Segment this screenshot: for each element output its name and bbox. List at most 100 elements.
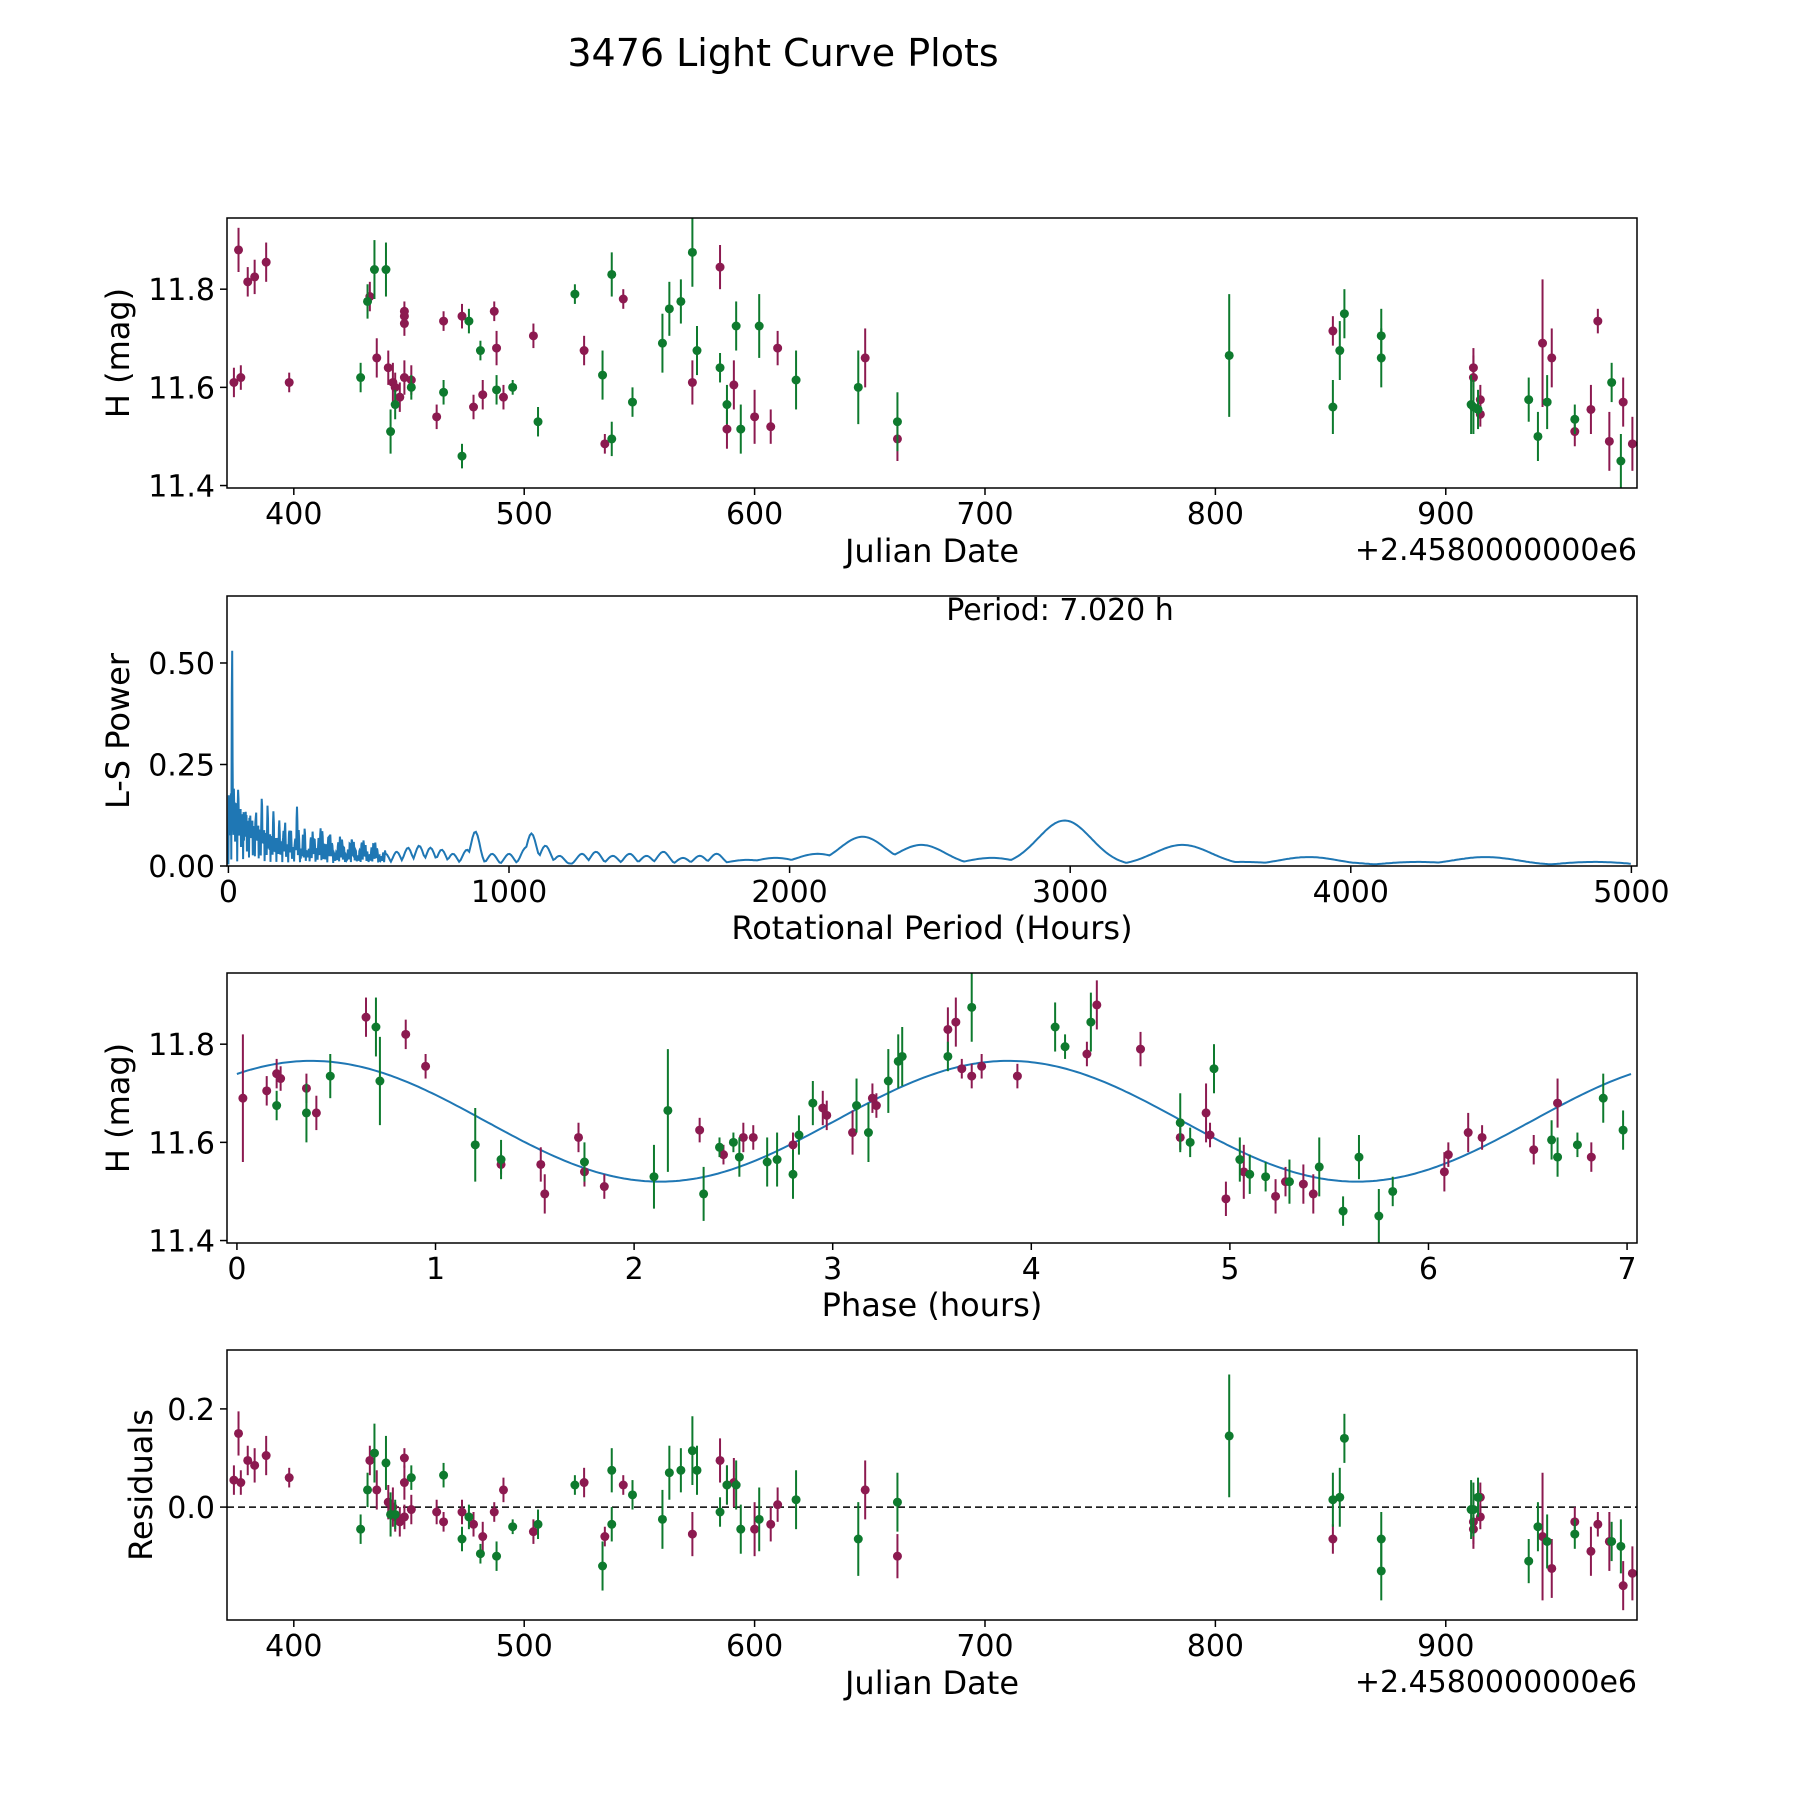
purple-data-point — [1627, 1568, 1637, 1578]
purple-data-point — [1082, 1049, 1092, 1059]
purple-data-point — [892, 1551, 902, 1561]
purple-data-point — [250, 272, 260, 282]
green-data-point — [1245, 1169, 1255, 1179]
green-data-point — [715, 1507, 725, 1517]
green-data-point — [699, 1189, 709, 1199]
purple-data-point — [977, 1061, 987, 1071]
green-data-point — [598, 1561, 608, 1571]
phased-curve-plot-area — [236, 973, 1632, 1243]
phased-curve-marks — [236, 973, 1632, 1243]
purple-data-point — [432, 412, 442, 422]
y-tick-label: 0.2 — [167, 1393, 215, 1428]
green-data-point — [762, 1157, 772, 1167]
green-data-point — [1376, 1566, 1386, 1576]
green-data-point — [598, 370, 608, 380]
light-curve-xlabel: Julian Date — [843, 532, 1019, 570]
purple-data-point — [1529, 1145, 1539, 1155]
purple-data-point — [421, 1061, 431, 1071]
periodogram-xlabel: Rotational Period (Hours) — [731, 909, 1132, 947]
purple-data-point — [1092, 1000, 1102, 1010]
fit-curve — [236, 1059, 1632, 1183]
green-data-point — [1328, 402, 1338, 412]
green-data-point — [883, 1076, 893, 1086]
green-data-point — [356, 1524, 366, 1534]
green-data-point — [794, 1130, 804, 1140]
purple-data-point — [1593, 1519, 1603, 1529]
purple-data-point — [439, 316, 449, 326]
purple-data-point — [951, 1017, 961, 1027]
phased-curve-frame — [226, 972, 1638, 1244]
green-data-point — [1185, 1137, 1195, 1147]
purple-data-point — [1553, 1098, 1563, 1108]
phased-curve-ticks: 0 1 2 3 4 5 6 7 11.4 11.6 11.8 — [148, 1028, 1636, 1287]
green-data-point — [272, 1101, 282, 1111]
residuals-ticks: 400 500 600 700 800 900 0.0 0.2 — [167, 1393, 1474, 1664]
residuals-xlabel: Julian Date — [843, 1664, 1019, 1702]
purple-data-point — [848, 1128, 858, 1138]
green-data-point — [492, 385, 502, 395]
green-data-point — [754, 1514, 764, 1524]
purple-data-point — [498, 1485, 508, 1495]
y-tick-label: 11.8 — [148, 273, 215, 308]
green-data-point — [1339, 1433, 1349, 1443]
light-curve-ticks: 400 500 600 700 800 900 11.4 11.6 11.8 — [148, 273, 1474, 532]
green-data-point — [508, 1522, 518, 1532]
purple-data-point — [718, 1150, 728, 1160]
purple-data-point — [238, 1093, 248, 1103]
green-data-point — [1050, 1022, 1060, 1032]
green-data-point — [1339, 309, 1349, 319]
purple-data-point — [1221, 1194, 1231, 1204]
green-data-point — [1616, 456, 1626, 466]
purple-data-point — [236, 373, 246, 383]
x-tick-label: 3000 — [1032, 875, 1108, 910]
x-tick-label: 4000 — [1313, 875, 1389, 910]
purple-data-point — [401, 1029, 411, 1039]
green-data-point — [1542, 1536, 1552, 1546]
purple-data-point — [284, 377, 294, 387]
purple-data-point — [469, 402, 479, 412]
green-data-point — [1376, 1534, 1386, 1544]
x-tick-label: 5000 — [1593, 875, 1669, 910]
green-data-point — [381, 1458, 391, 1468]
purple-data-point — [399, 1453, 409, 1463]
green-data-point — [728, 1137, 738, 1147]
green-data-point — [1542, 397, 1552, 407]
purple-data-point — [1586, 1546, 1596, 1556]
x-tick-label: 5 — [1220, 1252, 1239, 1287]
green-data-point — [863, 1128, 873, 1138]
x-tick-label: 1000 — [471, 875, 547, 910]
purple-data-point — [722, 424, 732, 434]
periodogram-plot-area — [227, 650, 1631, 866]
purple-data-point — [773, 1500, 783, 1510]
light-curve-frame — [226, 217, 1638, 489]
green-data-point — [470, 1140, 480, 1150]
x-tick-label: 600 — [726, 1629, 783, 1664]
periodogram-ylabel: L-S Power — [99, 652, 137, 809]
green-data-point — [736, 1524, 746, 1534]
purple-data-point — [250, 1460, 260, 1470]
purple-data-point — [1463, 1128, 1473, 1138]
green-data-point — [533, 1519, 543, 1529]
purple-data-point — [766, 1519, 776, 1529]
purple-data-point — [715, 262, 725, 272]
green-data-point — [1468, 1505, 1478, 1515]
green-data-point — [664, 304, 674, 314]
phased-curve-ylabel: H (mag) — [99, 1043, 137, 1173]
green-data-point — [649, 1172, 659, 1182]
purple-data-point — [383, 363, 393, 373]
green-data-point — [731, 321, 741, 331]
periodogram-ticks: 0 1000 2000 3000 4000 5000 0.00 0.25 0.50 — [148, 647, 1669, 910]
purple-data-point — [574, 1132, 584, 1142]
periodogram-frame — [226, 595, 1638, 867]
purple-data-point — [766, 422, 776, 432]
purple-data-point — [489, 1507, 499, 1517]
green-data-point — [369, 1448, 379, 1458]
purple-data-point — [1538, 338, 1548, 348]
green-data-point — [1376, 353, 1386, 363]
green-data-point — [325, 1071, 335, 1081]
purple-data-point — [788, 1140, 798, 1150]
green-data-point — [363, 1485, 373, 1495]
green-data-point — [1524, 1556, 1534, 1566]
green-data-point — [390, 400, 400, 410]
